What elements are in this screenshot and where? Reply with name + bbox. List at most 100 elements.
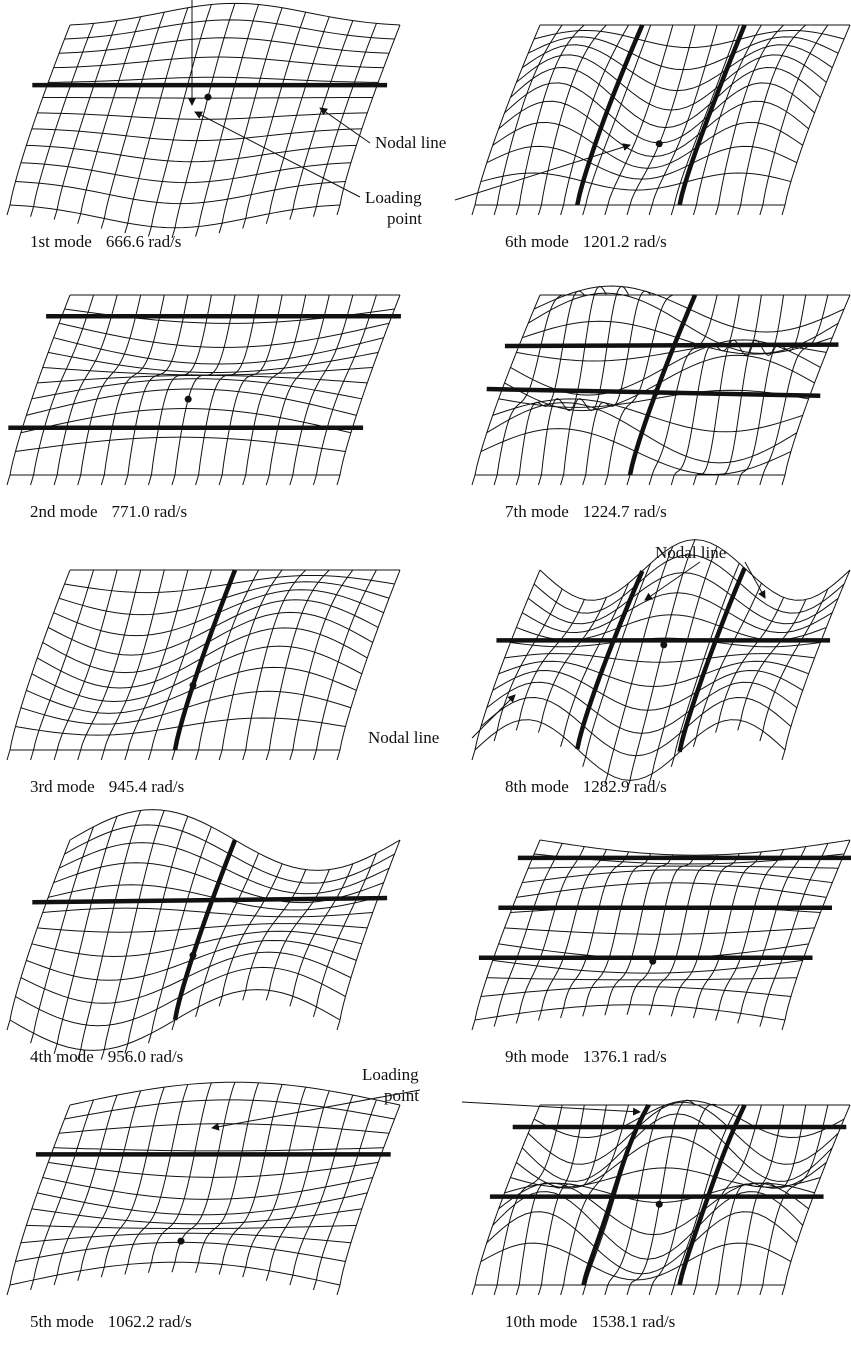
edge-tick <box>583 205 586 215</box>
edge-tick <box>472 1020 475 1030</box>
mesh-line <box>15 182 345 204</box>
mode-frequency: 1201.2 rad/s <box>583 232 667 251</box>
mesh-line <box>481 1243 791 1280</box>
edge-tick <box>7 1285 10 1295</box>
edge-tick <box>716 475 719 485</box>
mesh-line <box>222 570 282 750</box>
mode-frequency: 1376.1 rad/s <box>583 1047 667 1066</box>
mesh-line <box>128 8 188 223</box>
edge-tick <box>337 1020 340 1030</box>
mesh-line <box>719 597 784 722</box>
edge-tick <box>7 205 10 215</box>
edge-tick <box>337 475 340 485</box>
mesh-line <box>151 1083 211 1263</box>
edge-tick <box>31 1280 34 1290</box>
mesh-line <box>21 1233 351 1242</box>
edge-tick <box>472 475 475 485</box>
caption: 6th mode1201.2 rad/s <box>505 232 667 251</box>
edge-tick <box>337 205 340 215</box>
edge-tick <box>627 205 630 215</box>
mesh-line <box>528 37 838 70</box>
edge-tick <box>760 1017 763 1027</box>
mesh-line <box>516 1137 826 1189</box>
loading-point <box>190 952 197 959</box>
mesh-line <box>696 852 761 1008</box>
mesh-line <box>696 295 761 475</box>
edge-tick <box>148 750 151 760</box>
edge-tick <box>101 219 104 229</box>
edge-tick <box>538 1011 541 1021</box>
mesh-line <box>246 870 306 991</box>
edge-tick <box>782 475 785 485</box>
caption: 10th mode1538.1 rad/s <box>505 1312 675 1331</box>
mode-name: 3rd mode <box>30 777 95 796</box>
mesh-line <box>70 3 400 25</box>
edge-tick <box>472 205 475 215</box>
caption: 1st mode666.6 rad/s <box>30 232 181 251</box>
annotation: Loading <box>362 1065 419 1084</box>
edge-tick <box>561 1008 564 1018</box>
mesh-line <box>175 3 235 227</box>
loading-point <box>656 1201 663 1208</box>
mesh-line <box>522 1114 832 1182</box>
mode-name: 1st mode <box>30 232 92 251</box>
edge-tick <box>516 205 519 215</box>
mode-panel: 2nd mode771.0 rad/s <box>7 295 401 521</box>
edge-tick <box>671 205 674 215</box>
mesh-line <box>719 25 784 205</box>
mesh-line <box>763 295 828 475</box>
leader-line <box>212 1090 420 1128</box>
mesh-line <box>564 852 629 1008</box>
edge-tick <box>538 1285 541 1295</box>
loading-point <box>205 94 212 101</box>
caption: 7th mode1224.7 rad/s <box>505 502 667 521</box>
mesh-line <box>516 55 826 110</box>
edge-tick <box>196 750 199 760</box>
mode-name: 2nd mode <box>30 502 98 521</box>
edge-tick <box>494 475 497 485</box>
caption: 2nd mode771.0 rad/s <box>30 502 187 521</box>
mesh-line <box>246 570 306 750</box>
edge-tick <box>172 1262 175 1272</box>
mesh-line <box>564 286 629 475</box>
edge-tick <box>337 1285 340 1295</box>
edge-tick <box>125 750 128 760</box>
mesh-line <box>505 83 815 143</box>
edge-tick <box>31 1033 34 1043</box>
edge-tick <box>583 1006 586 1016</box>
edge-tick <box>101 1267 104 1277</box>
mesh-line <box>541 25 606 205</box>
edge-tick <box>605 475 608 485</box>
mesh-line <box>475 1005 785 1020</box>
edge-tick <box>125 475 128 485</box>
edge-tick <box>693 1008 696 1018</box>
edge-tick <box>290 1275 293 1285</box>
mesh-line <box>493 122 803 168</box>
edge-tick <box>583 475 586 485</box>
mesh-line <box>741 25 806 205</box>
mesh-line <box>497 843 562 1016</box>
edge-tick <box>101 1050 104 1060</box>
edge-tick <box>494 1017 497 1027</box>
edge-tick <box>266 1271 269 1281</box>
edge-tick <box>605 205 608 215</box>
edge-tick <box>516 1013 519 1023</box>
edge-tick <box>538 205 541 215</box>
mode-name: 8th mode <box>505 777 569 796</box>
leader-line <box>745 562 765 598</box>
mesh-line <box>741 295 806 475</box>
edge-tick <box>516 1285 519 1295</box>
mesh-line <box>487 146 797 179</box>
edge-tick <box>627 1005 630 1015</box>
edge-tick <box>313 1007 316 1017</box>
edge-tick <box>649 475 652 485</box>
mode-frequency: 1224.7 rad/s <box>583 502 667 521</box>
edge-tick <box>738 205 741 215</box>
edge-tick <box>760 731 763 741</box>
loading-point <box>649 958 656 965</box>
annotation: Nodal line <box>368 728 439 747</box>
mesh-line <box>493 670 803 710</box>
loading-point <box>653 389 660 396</box>
